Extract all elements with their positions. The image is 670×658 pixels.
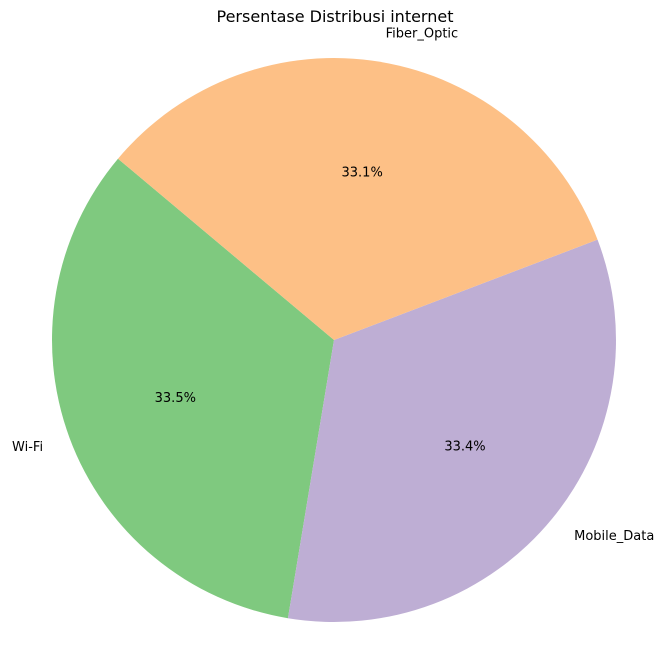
chart-title: Persentase Distribusi internet <box>216 7 454 26</box>
pie-pct-label: 33.5% <box>155 391 196 406</box>
pie-category-label: Wi-Fi <box>12 440 43 455</box>
pie-slice-wi-fi <box>52 158 335 619</box>
pie-pct-label: 33.1% <box>342 166 383 181</box>
pie-slice-fiber-optic <box>117 58 598 340</box>
pie-slices <box>52 58 616 622</box>
pie-labels: 33.5% Wi-Fi 33.4% Mobile_Data 33.1% Fiber_Opt… <box>12 27 654 544</box>
pie-category-label: Fiber_Optic <box>386 27 459 42</box>
pie-category-label: Mobile_Data <box>574 529 654 544</box>
pie-slice-mobile-data <box>287 239 616 622</box>
pie-pct-label: 33.4% <box>444 440 485 455</box>
